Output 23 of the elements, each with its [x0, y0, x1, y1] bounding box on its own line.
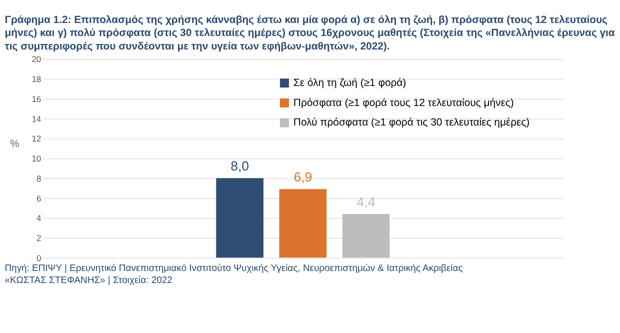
- bar: [342, 214, 390, 258]
- y-tick-label: 0: [36, 252, 42, 263]
- y-axis-title: %: [10, 138, 20, 150]
- text: Πηγή: ΕΠΙΨΥ | Ερευνητικό Πανεπιστημιακό Ινστιτούτο Ψυχικής Υγείας, Νευροεπιστημών & Ιατρικής Ακριβείας «ΚΩΣΤΑΣ ΣΤΕΦΑΝΗΣ» | Στοιχεία: 2022: [4, 262, 464, 286]
- chart-title: Γράφημα 1.2: Επιπολασμός της χρήσης κάνναβης έστω και μία φορά α) σε όλη τη ζωή, β) πρόσφατα (τους 12 τελευταίους μήνες) και γ) πολύ πρόσφατα (στις 30 τελευταίες ημέρες) στους 16χρονους μαθητές (Στοιχεία της «Πανελλήνιας έρευνας για τις συμπεριφορές που συνδέονται με την υγεία των εφήβων-μαθητών», 2022).: [4, 14, 616, 52]
- y-tick-label: 6: [36, 193, 42, 204]
- bar: [216, 178, 264, 258]
- y-tick-label: 14: [32, 114, 42, 124]
- bar: [279, 189, 327, 258]
- y-tick-label: 4: [36, 213, 42, 224]
- data-label: 8,0: [230, 158, 250, 174]
- data-label: 6,9: [294, 170, 312, 185]
- legend-label: Σε όλη τη ζωή (≥1 φορά): [293, 78, 406, 89]
- y-tick-label: 2: [36, 233, 42, 244]
- y-tick-label: 10: [32, 154, 42, 164]
- legend-label: Πρόσφατα (≥1 φορά τους 12 τελευταίους μήνες): [293, 98, 514, 109]
- y-tick-label: 20: [32, 54, 42, 64]
- y-tick-label: 18: [32, 74, 42, 84]
- y-tick-label: 12: [32, 134, 42, 144]
- data-label: 4,4: [356, 194, 376, 210]
- y-tick-label: 8: [36, 173, 42, 184]
- legend-label: Πολύ πρόσφατα (≥1 φορά τις 30 τελευταίες ημέρες): [293, 118, 530, 129]
- y-tick-label: 16: [32, 94, 42, 104]
